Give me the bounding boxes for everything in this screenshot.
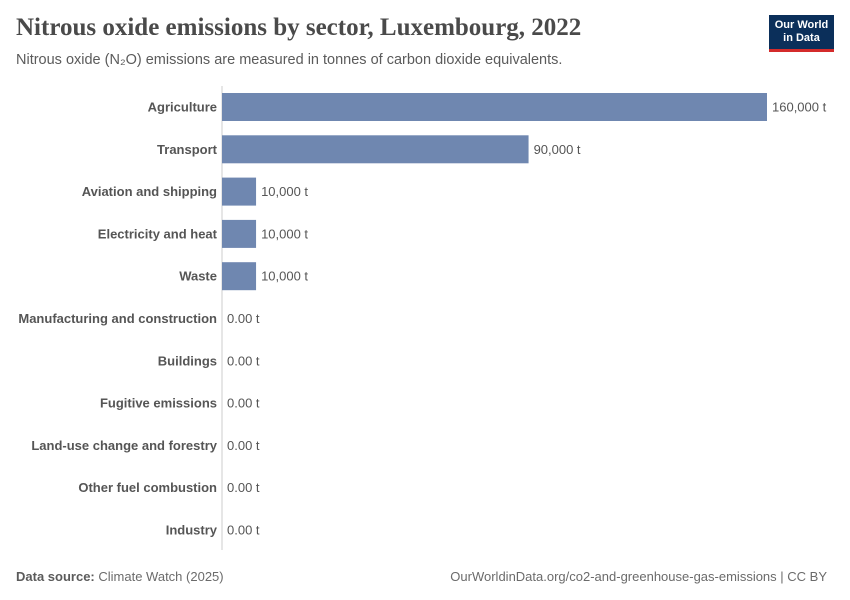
logo-line-1: Our World [774, 19, 829, 31]
value-label: 0.00 t [227, 480, 260, 495]
category-label: Agriculture [148, 100, 217, 115]
bar-row: Land-use change and forestry 0.00 t [31, 438, 260, 453]
category-label: Aviation and shipping [82, 184, 217, 199]
bar-row: Electricity and heat 10,000 t [98, 219, 308, 248]
category-label: Waste [179, 269, 217, 284]
value-label: 10,000 t [261, 269, 308, 284]
bar-row: Waste 10,000 t [179, 262, 308, 291]
category-label: Electricity and heat [98, 226, 218, 241]
value-label: 0.00 t [227, 396, 260, 411]
value-label: 0.00 t [227, 523, 260, 538]
bar-row: Agriculture 160,000 t [148, 93, 827, 121]
category-label: Industry [166, 523, 218, 538]
bar[interactable] [222, 177, 257, 206]
category-label: Buildings [158, 353, 217, 368]
value-label: 160,000 t [772, 100, 827, 115]
chart-title: Nitrous oxide emissions by sector, Luxem… [16, 14, 582, 41]
bar-row: Buildings 0.00 t [158, 353, 260, 368]
category-label: Fugitive emissions [100, 396, 217, 411]
bar-row: Fugitive emissions 0.00 t [100, 396, 260, 411]
bar-row: Industry 0.00 t [166, 523, 260, 538]
bar-row: Manufacturing and construction 0.00 t [18, 311, 260, 326]
chart-subtitle: Nitrous oxide (N₂O) emissions are measur… [16, 52, 563, 68]
owid-logo[interactable]: Our World in Data [769, 15, 834, 52]
value-label: 0.00 t [227, 438, 260, 453]
category-label: Transport [157, 142, 218, 157]
bar[interactable] [222, 219, 257, 248]
data-source-link[interactable]: Climate Watch (2025) [98, 569, 224, 584]
bar-row: Other fuel combustion 0.00 t [78, 480, 260, 495]
category-label: Manufacturing and construction [18, 311, 217, 326]
value-label: 0.00 t [227, 311, 260, 326]
category-label: Land-use change and forestry [31, 438, 217, 453]
logo-line-2: in Data [783, 32, 820, 44]
value-label: 10,000 t [261, 226, 308, 241]
bar-row: Transport 90,000 t [157, 135, 581, 164]
data-source: Data source: Climate Watch (2025) [16, 569, 224, 584]
bar[interactable] [222, 262, 257, 291]
data-source-label: Data source: [16, 569, 95, 584]
value-label: 90,000 t [534, 142, 581, 157]
value-label: 0.00 t [227, 353, 260, 368]
bar-row: Aviation and shipping 10,000 t [82, 177, 308, 206]
value-label: 10,000 t [261, 184, 308, 199]
category-label: Other fuel combustion [78, 480, 217, 495]
bar[interactable] [222, 93, 767, 121]
bar-chart: Agriculture 160,000 t Transport 90,000 t Avi… [18, 86, 827, 550]
footer-url[interactable]: OurWorldinData.org/co2-and-greenhouse-ga… [450, 569, 827, 584]
bar[interactable] [222, 135, 529, 164]
